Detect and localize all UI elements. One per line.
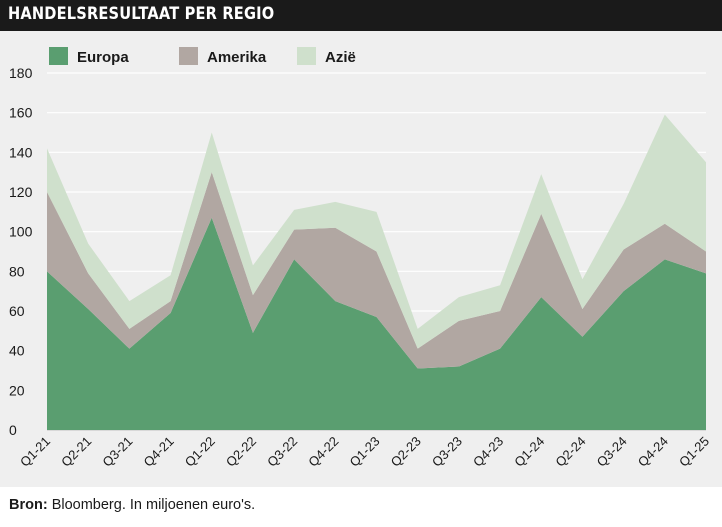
y-tick-label: 160 (9, 105, 33, 121)
area-azi (47, 114, 706, 349)
x-tick-label: Q3-24 (594, 434, 630, 470)
legend-swatch (297, 47, 316, 65)
x-tick-label: Q2-23 (388, 434, 424, 470)
x-tick-label: Q2-24 (552, 434, 588, 470)
y-tick-label: 60 (9, 303, 25, 319)
area-series (47, 114, 706, 431)
x-tick-label: Q4-24 (635, 434, 671, 470)
legend-swatch (49, 47, 68, 65)
y-axis-tick-labels: 0 20 40 60 80 100 120 140 160 180 (9, 65, 33, 438)
x-tick-label: Q1-24 (511, 434, 547, 470)
y-tick-label: 80 (9, 263, 25, 279)
legend-swatch (179, 47, 198, 65)
y-tick-label: 100 (9, 224, 33, 240)
x-tick-label: Q1-21 (17, 434, 53, 470)
y-tick-label: 140 (9, 144, 33, 160)
y-tick-label: 120 (9, 184, 33, 200)
x-tick-label: Q3-23 (429, 434, 465, 470)
area-amerika (47, 172, 706, 369)
x-tick-label: Q1-23 (346, 434, 382, 470)
source-label: Bron: (9, 497, 48, 513)
x-tick-label: Q4-22 (305, 434, 341, 470)
area-europa (47, 217, 706, 430)
y-tick-label: 0 (9, 422, 17, 438)
x-tick-label: Q3-22 (264, 434, 300, 470)
y-tick-label: 20 (9, 382, 25, 398)
y-tick-label: 180 (9, 65, 33, 81)
source-note: Bron: Bloomberg. In miljoenen euro's. (9, 497, 255, 513)
x-tick-label: Q4-23 (470, 434, 506, 470)
source-text: Bloomberg. In miljoenen euro's. (51, 497, 256, 513)
legend-label: Amerika (207, 49, 267, 66)
x-tick-label: Q2-22 (223, 434, 259, 470)
legend-label: Azië (325, 49, 356, 66)
title-bar: HANDELSRESULTAAT PER REGIO (0, 0, 722, 31)
x-tick-label: Q2-21 (58, 434, 94, 470)
x-tick-label: Q1-25 (676, 434, 712, 470)
legend: Europa Amerika Azië (49, 47, 356, 66)
y-tick-label: 40 (9, 343, 25, 359)
x-tick-label: Q1-22 (182, 434, 218, 470)
x-axis-tick-labels: Q1-21 Q2-21 Q3-21 Q4-21 Q1-22 Q2-22 Q3-22 Q4-22… (17, 434, 712, 470)
legend-label: Europa (77, 49, 129, 66)
x-tick-label: Q3-21 (99, 434, 135, 470)
chart-title: HANDELSRESULTAAT PER REGIO (8, 4, 275, 24)
x-tick-label: Q4-21 (141, 434, 177, 470)
